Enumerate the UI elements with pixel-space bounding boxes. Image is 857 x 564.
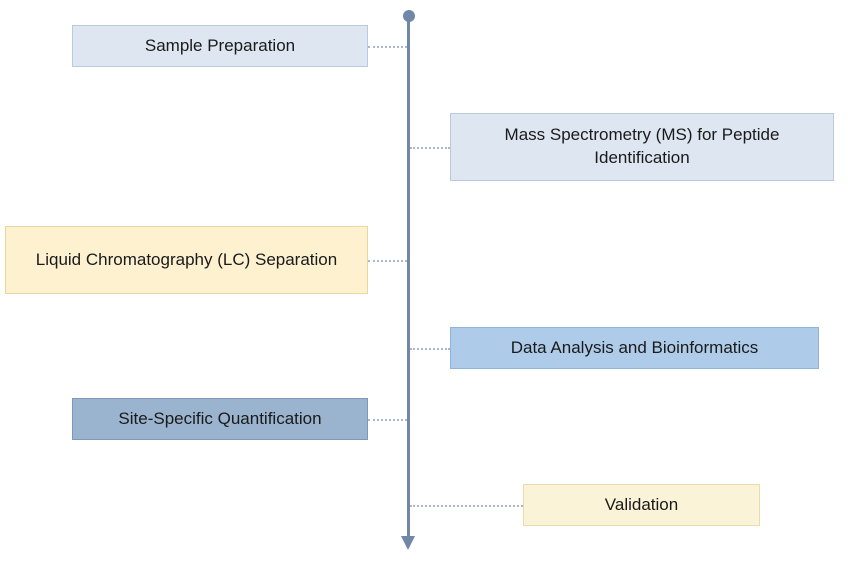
timeline-axis: [407, 10, 410, 550]
connector-site-quant: [368, 419, 407, 421]
step-label: Sample Preparation: [145, 35, 295, 58]
step-mass-spec: Mass Spectrometry (MS) for Peptide Ident…: [450, 113, 834, 181]
connector-sample-prep: [368, 46, 407, 48]
step-label: Validation: [605, 494, 678, 517]
timeline-line: [407, 16, 410, 536]
connector-validation: [410, 505, 523, 507]
step-lc-separation: Liquid Chromatography (LC) Separation: [5, 226, 368, 294]
step-data-analysis: Data Analysis and Bioinformatics: [450, 327, 819, 369]
step-label: Site-Specific Quantification: [118, 408, 321, 431]
timeline-start-dot: [403, 10, 415, 22]
step-sample-prep: Sample Preparation: [72, 25, 368, 67]
step-label: Liquid Chromatography (LC) Separation: [36, 249, 337, 272]
timeline-arrow: [401, 536, 415, 550]
connector-data-analysis: [410, 348, 450, 350]
step-site-quant: Site-Specific Quantification: [72, 398, 368, 440]
connector-mass-spec: [410, 147, 450, 149]
connector-lc-separation: [368, 260, 407, 262]
step-validation: Validation: [523, 484, 760, 526]
step-label: Data Analysis and Bioinformatics: [511, 337, 759, 360]
step-label: Mass Spectrometry (MS) for Peptide Ident…: [465, 124, 819, 170]
